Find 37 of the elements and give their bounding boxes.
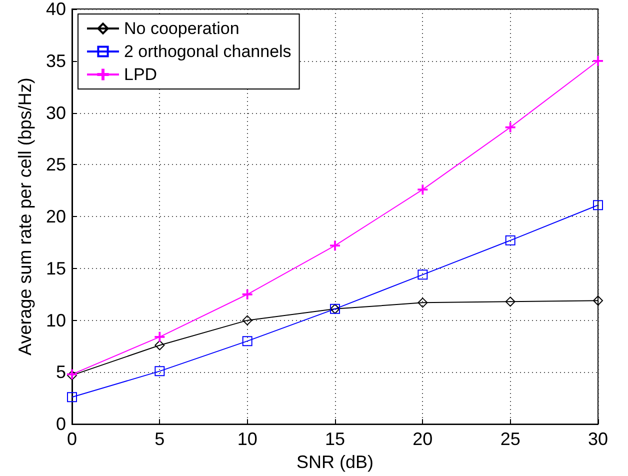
point: [418, 298, 428, 308]
y-tick-label: 30: [46, 102, 66, 123]
x-tick-label: 25: [500, 429, 520, 450]
point: [154, 340, 165, 350]
x-tick-label: 20: [412, 429, 433, 450]
y-axis-title: Average sum rate per cell (bps/Hz): [15, 78, 35, 356]
x-tick-label: 5: [154, 429, 165, 450]
point: [154, 332, 165, 342]
point: [505, 235, 516, 246]
point: [418, 270, 428, 280]
legend-label: No cooperation: [124, 19, 240, 38]
y-tick-label: 20: [46, 206, 66, 227]
y-tick-label: 35: [46, 50, 66, 71]
point: [67, 392, 77, 402]
legend-label: LPD: [124, 65, 158, 84]
point: [593, 200, 603, 210]
point: [505, 122, 516, 132]
point: [593, 296, 603, 306]
point: [154, 366, 165, 376]
point: [242, 315, 252, 326]
x-tick-label: 30: [588, 429, 608, 450]
x-tick-label: 15: [324, 429, 346, 450]
point: [418, 184, 428, 195]
y-tick-label: 5: [56, 362, 66, 382]
point: [593, 56, 603, 66]
point: [242, 336, 252, 346]
point: [242, 289, 252, 300]
y-tick-label: 15: [46, 258, 66, 278]
y-tick-label: 0: [56, 414, 66, 434]
point: [505, 296, 516, 307]
y-tick-label: 10: [46, 310, 66, 330]
x-tick-label: 10: [237, 429, 258, 450]
x-axis-title: SNR (dB): [296, 452, 374, 472]
legend-label: 2 orthogonal channels: [124, 42, 292, 61]
y-tick-label: 40: [46, 0, 66, 19]
point: [330, 240, 340, 251]
y-tick-label: 25: [46, 154, 66, 175]
